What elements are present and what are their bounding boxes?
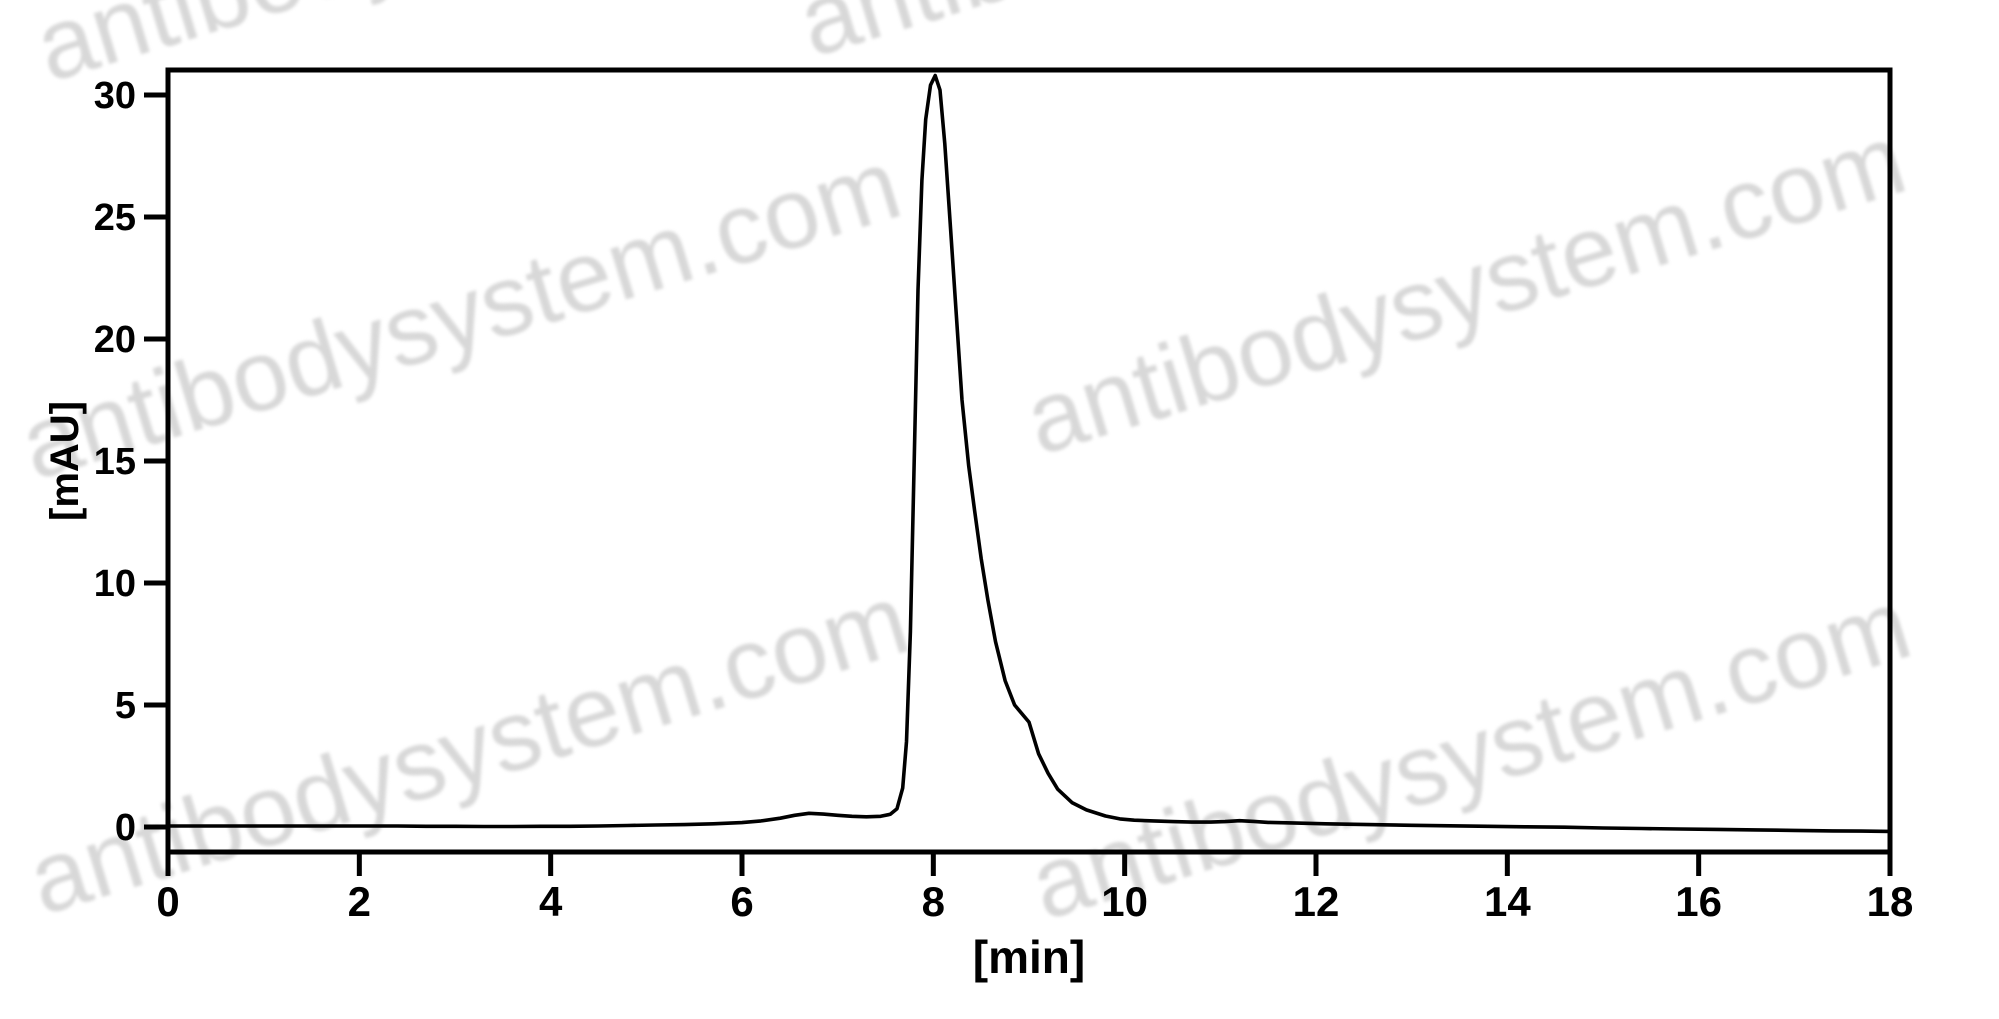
x-axis-title: [min] bbox=[973, 931, 1085, 983]
absorbance-trace-path bbox=[166, 73, 1892, 834]
plot-frame bbox=[165, 67, 1893, 855]
x-tick-label: 8 bbox=[922, 878, 945, 925]
y-tick-label: 0 bbox=[115, 807, 136, 849]
x-tick-label: 18 bbox=[1867, 878, 1914, 925]
x-tick-label: 14 bbox=[1484, 878, 1531, 925]
x-tick-label: 6 bbox=[730, 878, 753, 925]
x-tick-label: 4 bbox=[539, 878, 563, 925]
y-axis-title: [mAU] bbox=[43, 401, 87, 521]
x-tick-label: 10 bbox=[1101, 878, 1148, 925]
x-tick-label: 0 bbox=[156, 878, 179, 925]
y-tick-label: 15 bbox=[94, 441, 136, 483]
y-tick-label: 5 bbox=[115, 685, 136, 727]
x-tick-label: 16 bbox=[1675, 878, 1722, 925]
x-tick-label: 2 bbox=[348, 878, 371, 925]
y-tick-label: 30 bbox=[94, 75, 136, 117]
y-tick-label: 20 bbox=[94, 319, 136, 361]
x-tick-label: 12 bbox=[1293, 878, 1340, 925]
y-tick-label: 25 bbox=[94, 197, 136, 239]
y-tick-label: 10 bbox=[94, 563, 136, 605]
